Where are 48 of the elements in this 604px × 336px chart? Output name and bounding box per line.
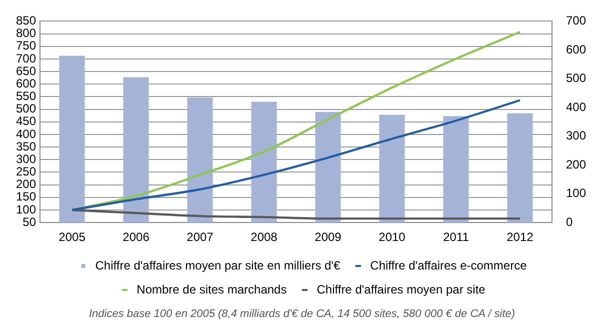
y-tick-label: 300	[16, 152, 36, 166]
bar	[315, 112, 341, 223]
x-tick-label: 2012	[506, 230, 534, 244]
y-tick-label: 850	[16, 14, 36, 28]
x-tick-label: 2011	[443, 230, 470, 244]
x-tick-label: 2008	[250, 230, 278, 244]
y2-tick-label: 100	[566, 186, 586, 200]
line-series	[70, 30, 522, 212]
y-tick-label: 350	[16, 139, 36, 154]
line-series	[70, 99, 522, 212]
y-tick-label: 200	[16, 177, 36, 192]
legend-label: Chiffre d'affaires e-commerce	[370, 258, 528, 272]
y-tick-label: 100	[16, 202, 36, 216]
y2-tick-label: 500	[566, 71, 586, 86]
y-tick-label: 550	[16, 89, 36, 104]
y2-tick-label: 400	[566, 100, 586, 114]
y-tick-label: 450	[16, 114, 36, 128]
bar	[59, 56, 85, 223]
x-tick-label: 2005	[58, 230, 86, 244]
x-tick-label: 2010	[378, 230, 406, 244]
y-tick-label: 800	[16, 26, 36, 40]
legend-label: Chiffre d'affaires moyen par site en milliers d'€	[95, 258, 340, 272]
y-tick-label: 750	[16, 38, 36, 53]
y-tick-label: 250	[16, 164, 36, 179]
y2-tick-label: 600	[566, 42, 586, 56]
y-tick-label: 50	[22, 214, 36, 229]
y2-tick-label: 0	[566, 214, 573, 229]
y2-tick-label: 200	[566, 157, 586, 172]
legend-label: Chiffre d'affaires moyen par site	[316, 282, 486, 296]
y2-tick-label: 300	[566, 128, 586, 143]
bar	[507, 113, 533, 223]
bar	[379, 114, 405, 223]
y-tick-label: 400	[16, 126, 36, 141]
bar	[123, 77, 149, 223]
legend-label: Nombre de sites marchands	[136, 282, 287, 296]
y-tick-label: 600	[16, 76, 36, 90]
y-tick-label: 700	[16, 51, 36, 66]
x-tick-label: 2006	[122, 230, 150, 244]
bar	[251, 102, 277, 223]
y-tick-label: 650	[16, 64, 36, 78]
y-tick-label: 500	[16, 102, 36, 116]
y-tick-label: 150	[16, 190, 36, 204]
x-tick-label: 2007	[186, 230, 214, 244]
y2-tick-label: 700	[566, 14, 586, 28]
bar	[443, 116, 469, 223]
bar	[187, 97, 213, 223]
x-tick-label: 2009	[314, 230, 342, 244]
text: Indices base 100 en 2005 (8,4 milliards d'€ de CA, 14 500 sites, 580 000 € de CA / site)	[88, 308, 516, 320]
